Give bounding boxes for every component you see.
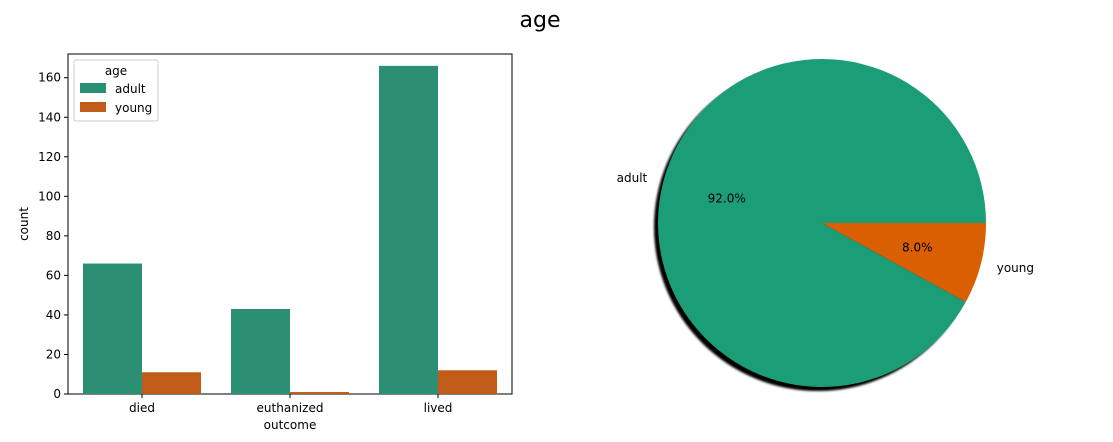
x-tick-label: euthanized bbox=[257, 401, 324, 415]
pie-slices bbox=[658, 58, 986, 387]
y-tick-label: 120 bbox=[38, 150, 61, 164]
legend: age adult young bbox=[73, 59, 159, 122]
pie-chart: 92.0% adult 8.0% young bbox=[617, 58, 1034, 391]
pie-label-young: young bbox=[997, 261, 1034, 275]
bar-adult-lived bbox=[379, 65, 438, 394]
pie-labels: 92.0% adult 8.0% young bbox=[617, 171, 1034, 275]
y-tick-label: 140 bbox=[38, 110, 61, 124]
x-axis: died euthanized lived bbox=[129, 394, 452, 415]
legend-label-young: young bbox=[115, 101, 152, 115]
bar-adult-died bbox=[83, 263, 142, 394]
y-axis-label: count bbox=[17, 207, 31, 241]
legend-swatch-young bbox=[80, 102, 106, 112]
pie-label-adult: adult bbox=[617, 171, 648, 185]
x-axis-label: outcome bbox=[264, 418, 317, 432]
bar-marks bbox=[83, 65, 497, 394]
pie-slice-young bbox=[822, 223, 986, 303]
x-tick-label: died bbox=[129, 401, 155, 415]
bar-young-euthanized bbox=[290, 392, 349, 394]
y-tick-label: 160 bbox=[38, 71, 61, 85]
y-tick-label: 60 bbox=[46, 268, 61, 282]
pie-pct-label-adult: 92.0% bbox=[708, 192, 746, 206]
bar-adult-euthanized bbox=[231, 309, 290, 394]
pie-slice-adult bbox=[658, 58, 986, 387]
y-tick-label: 100 bbox=[38, 189, 61, 203]
bar-young-died bbox=[142, 372, 201, 394]
y-tick-label: 80 bbox=[46, 229, 61, 243]
x-tick-label: lived bbox=[424, 401, 453, 415]
bar-young-lived bbox=[438, 370, 497, 394]
pie-pct-label-young: 8.0% bbox=[902, 240, 933, 254]
y-tick-label: 40 bbox=[46, 308, 61, 322]
y-axis: 0 20 40 60 80 100 120 140 160 bbox=[38, 71, 68, 401]
y-tick-label: 20 bbox=[46, 347, 61, 361]
legend-label-adult: adult bbox=[115, 82, 146, 96]
legend-title: age bbox=[105, 64, 127, 78]
bar-chart: 0 20 40 60 80 100 120 140 160 died euthanized live… bbox=[17, 53, 513, 432]
y-tick-label: 0 bbox=[53, 387, 61, 401]
figure-title: age bbox=[520, 8, 561, 33]
legend-swatch-adult bbox=[80, 83, 106, 93]
